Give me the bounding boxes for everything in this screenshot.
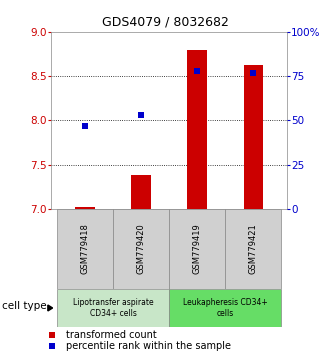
Bar — [57, 209, 113, 289]
Text: transformed count: transformed count — [66, 330, 157, 340]
Text: GSM779420: GSM779420 — [137, 223, 146, 274]
Text: cell type: cell type — [2, 301, 46, 311]
Text: Lipotransfer aspirate
CD34+ cells: Lipotransfer aspirate CD34+ cells — [73, 298, 153, 318]
Text: GDS4079 / 8032682: GDS4079 / 8032682 — [102, 16, 228, 29]
Bar — [169, 289, 281, 327]
Bar — [187, 50, 207, 209]
Bar — [75, 207, 95, 209]
Text: GSM779419: GSM779419 — [193, 223, 202, 274]
Text: Leukapheresis CD34+
cells: Leukapheresis CD34+ cells — [183, 298, 268, 318]
Bar — [244, 65, 263, 209]
Polygon shape — [48, 305, 52, 311]
Bar — [113, 209, 169, 289]
Text: GSM779421: GSM779421 — [249, 223, 258, 274]
Text: GSM779418: GSM779418 — [81, 223, 89, 274]
Bar — [225, 209, 281, 289]
Bar — [169, 209, 225, 289]
Text: percentile rank within the sample: percentile rank within the sample — [66, 341, 231, 351]
Bar — [131, 175, 151, 209]
Bar — [57, 289, 169, 327]
